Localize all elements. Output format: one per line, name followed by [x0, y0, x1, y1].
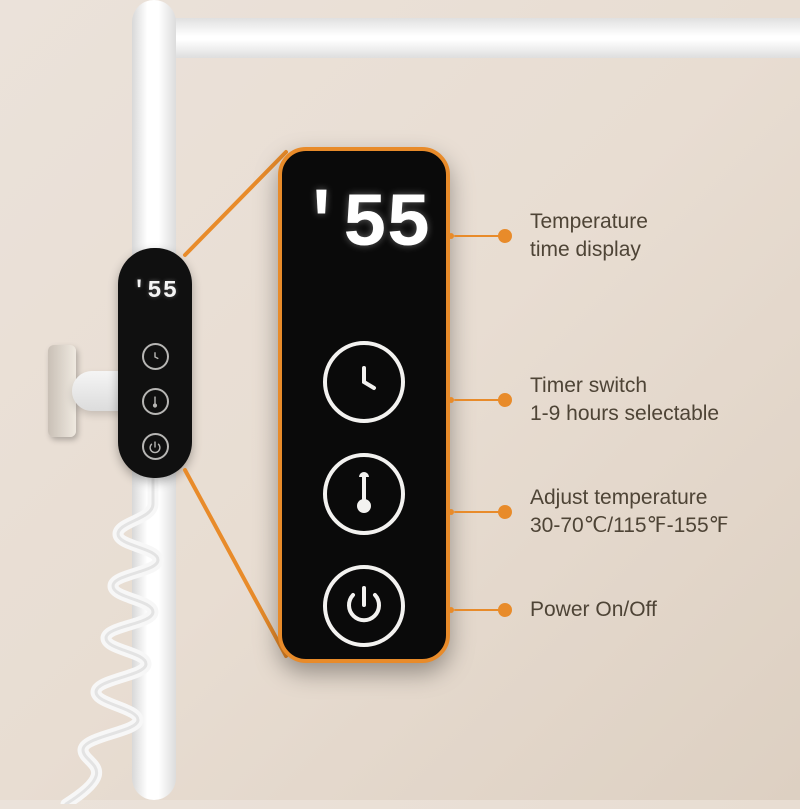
clock-icon [142, 343, 169, 370]
callout-line1: Temperature [530, 208, 648, 236]
towel-rail [155, 18, 800, 58]
thermometer-icon [142, 388, 169, 415]
callout-line1: Power On/Off [530, 596, 657, 624]
power-cord [48, 474, 178, 804]
callout-line1: Timer switch [530, 372, 719, 400]
callout-temp-display: Temperaturetime display [448, 208, 648, 265]
display-value: '55 [299, 187, 430, 263]
callout-adjust-temp: Adjust temperature30-70℃/115℉-155℉ [448, 484, 729, 541]
connector-end-dot [498, 603, 512, 617]
connector-line [454, 399, 500, 401]
thermometer-icon [339, 469, 389, 519]
callout-timer: Timer switch1-9 hours selectable [448, 372, 719, 429]
callout-text: Temperaturetime display [530, 208, 648, 265]
display-value-small: '55 [132, 278, 178, 305]
callout-text: Timer switch1-9 hours selectable [530, 372, 719, 429]
callout-line1: Adjust temperature [530, 484, 729, 512]
connector-line [454, 609, 500, 611]
callout-text: Adjust temperature30-70℃/115℉-155℉ [530, 484, 729, 541]
connector-line [454, 511, 500, 513]
connector-line [454, 235, 500, 237]
device-panel-large: '55 [278, 147, 450, 663]
callout-text: Power On/Off [530, 596, 657, 624]
power-button[interactable] [323, 565, 405, 647]
connector-end-dot [498, 505, 512, 519]
connector-end-dot [498, 229, 512, 243]
callout-line2: 1-9 hours selectable [530, 400, 719, 428]
callout-line2: time display [530, 236, 648, 264]
callout-power: Power On/Off [448, 596, 657, 624]
device-panel-small: '55 [118, 248, 192, 478]
temperature-button[interactable] [323, 453, 405, 535]
power-icon [142, 433, 169, 460]
power-icon [339, 581, 389, 631]
timer-button[interactable] [323, 341, 405, 423]
callout-line2: 30-70℃/115℉-155℉ [530, 512, 729, 540]
clock-icon [339, 357, 389, 407]
connector-end-dot [498, 393, 512, 407]
